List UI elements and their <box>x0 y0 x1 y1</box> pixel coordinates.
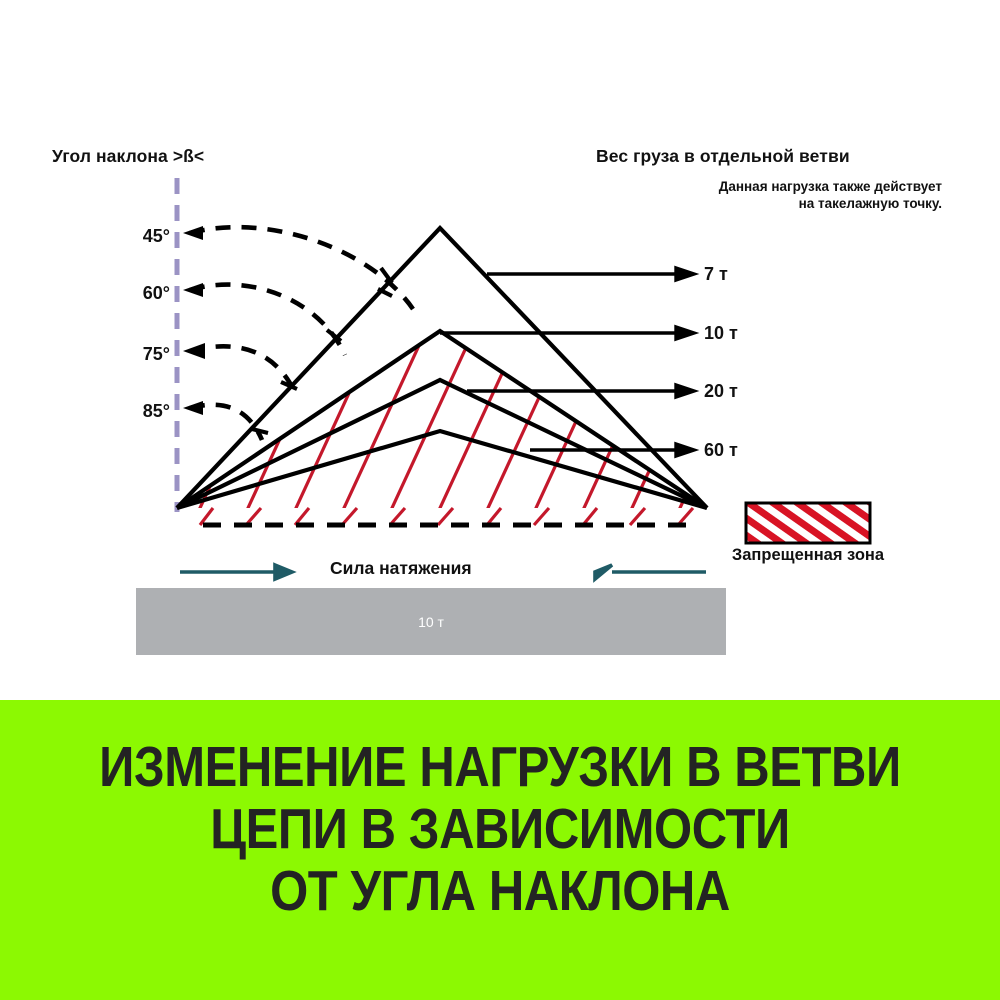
header-load-weight-subtitle: Данная нагрузка также действует на такел… <box>600 178 942 212</box>
angle-label-45: 45° <box>142 226 170 246</box>
banner-title-line-3: ОТ УГЛА НАКЛОНА <box>270 859 730 923</box>
weight-label-10t: 10 т <box>704 323 738 343</box>
header-angle-of-inclination: Угол наклона >ß< <box>52 146 205 166</box>
banner-title-line-1: ИЗМЕНЕНИЕ НАГРУЗКИ В ВЕТВИ <box>99 735 901 799</box>
title-banner: ИЗМЕНЕНИЕ НАГРУЗКИ В ВЕТВИ ЦЕПИ В ЗАВИСИ… <box>0 700 1000 1000</box>
header-load-weight-per-leg: Вес груза в отдельной ветви <box>596 146 850 166</box>
triangle-75deg <box>176 377 708 510</box>
tension-arrows <box>180 562 706 583</box>
arc-75 <box>189 344 300 398</box>
arc-60 <box>189 282 348 356</box>
angle-label-75: 75° <box>142 344 170 364</box>
angle-arc-arrowheads <box>183 226 205 415</box>
tension-force-label: Сила натяжения <box>330 558 472 578</box>
load-mass-bar-value: 10 т <box>418 613 444 630</box>
triangle-60deg <box>175 328 709 510</box>
load-mass-bar: 10 т <box>136 588 726 655</box>
arc-45 <box>189 224 415 311</box>
banner-title-line-2: ЦЕПИ В ЗАВИСИМОСТИ <box>210 797 790 861</box>
subtitle-line-2: на такелажную точку. <box>798 196 942 211</box>
triangle-45deg <box>175 224 709 510</box>
banner-title: ИЗМЕНЕНИЕ НАГРУЗКИ В ВЕТВИ ЦЕПИ В ЗАВИСИ… <box>70 736 930 922</box>
forbidden-zone-hatch-tails <box>198 506 695 527</box>
forbidden-zone-swatch <box>744 501 872 545</box>
triangle-85deg <box>176 428 708 511</box>
forbidden-zone-legend-label: Запрещенная зона <box>731 546 885 564</box>
weight-leader-lines <box>440 265 700 459</box>
arc-tick-marks <box>251 266 394 436</box>
angle-label-85: 85° <box>142 401 170 421</box>
weight-label-20t: 20 т <box>704 381 738 401</box>
load-angle-diagram: Угол наклона >ß< Вес груза в отдельной в… <box>52 146 942 655</box>
subtitle-line-1: Данная нагрузка также действует <box>718 179 942 194</box>
sling-triangles <box>175 224 709 511</box>
weight-label-60t: 60 т <box>704 440 738 460</box>
angle-label-60: 60° <box>142 283 170 303</box>
weight-label-7t: 7 т <box>704 264 728 284</box>
diagram-svg <box>174 178 872 583</box>
